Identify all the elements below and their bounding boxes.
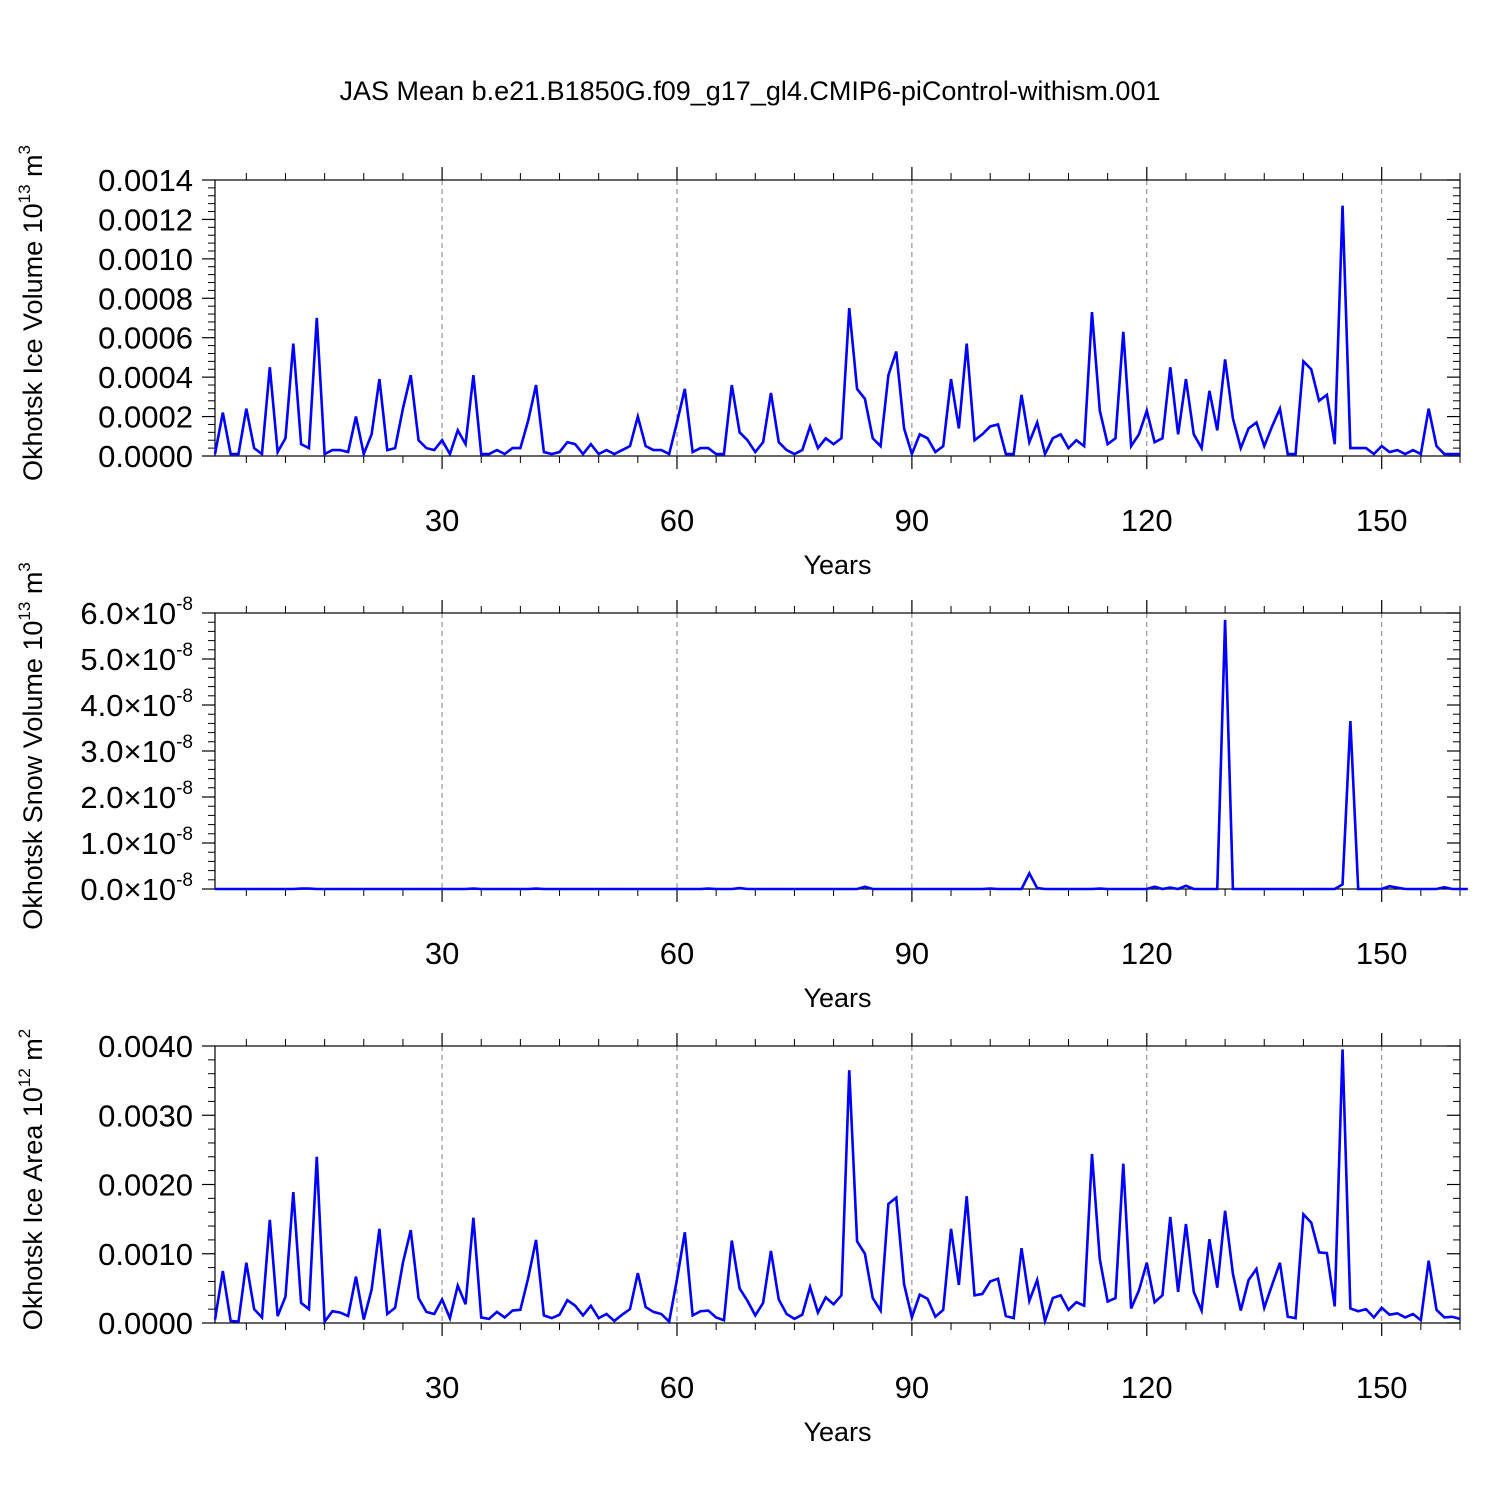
y-tick-exponent: -8 <box>176 640 193 661</box>
series-line <box>213 1049 1461 1326</box>
x-tick-label: 120 <box>1121 1370 1173 1405</box>
y-tick-label: 0.0002 <box>98 400 193 435</box>
x-tick-label: 60 <box>660 936 694 971</box>
y-tick-label: 5.0×10-8 <box>80 640 193 677</box>
y-tick-label: 2.0×10-8 <box>80 778 193 815</box>
plot-frame <box>214 612 1461 890</box>
y-tick-mantissa: 3.0 <box>80 734 123 769</box>
x-tick-label: 120 <box>1121 936 1173 971</box>
y-tick-mantissa: 0.0 <box>80 872 123 907</box>
y-tick-label: 0.0000 <box>98 439 193 474</box>
y-tick-exponent: -8 <box>176 870 193 891</box>
y-tick-label: 6.0×10-8 <box>80 594 193 631</box>
y-tick-label: 0.0006 <box>98 321 193 356</box>
y-label-text: Okhotsk Ice Area 10 <box>18 1087 48 1330</box>
panel-1: 30 60 90 120 150 0.0000 0.0002 0.0004 0.0006 0.00… <box>15 145 1461 580</box>
y-label-unit-exponent: 3 <box>15 145 34 154</box>
y-tick-label: 1.0×10-8 <box>80 824 193 861</box>
x-tick-label: 30 <box>425 503 459 538</box>
x-tick-label: 150 <box>1356 1370 1408 1405</box>
x-tick-label: 150 <box>1356 936 1408 971</box>
y-label-exponent: 13 <box>15 184 34 203</box>
y-tick-exponent: -8 <box>176 732 193 753</box>
y-label-unit-exponent: 3 <box>15 562 34 571</box>
y-axis-label: Okhotsk Snow Volume 1013 m3 <box>15 562 48 930</box>
y-tick-mantissa: 1.0 <box>80 826 123 861</box>
series-line <box>215 619 1468 891</box>
y-label-exponent: 12 <box>15 1068 34 1087</box>
y-label-unit-exponent: 2 <box>15 1029 34 1038</box>
y-tick-exponent: -8 <box>176 594 193 615</box>
y-tick-times: ×10 <box>124 688 177 723</box>
y-tick-label: 0.0014 <box>98 163 193 198</box>
y-tick-exponent: -8 <box>176 824 193 845</box>
y-tick-mantissa: 2.0 <box>80 780 123 815</box>
plot-frame <box>214 179 1461 457</box>
y-tick-label: 0.0010 <box>98 1237 193 1272</box>
y-tick-label: 4.0×10-8 <box>80 686 193 723</box>
y-tick-label: 0.0008 <box>98 281 193 316</box>
y-tick-label: 0.0012 <box>98 202 193 237</box>
y-label-text: Okhotsk Ice Volume 10 <box>18 203 48 481</box>
x-tick-label: 90 <box>895 503 929 538</box>
y-tick-label: 0.0030 <box>98 1098 193 1133</box>
y-tick-label: 0.0010 <box>98 242 193 277</box>
figure-title: JAS Mean b.e21.B1850G.f09_g17_gl4.CMIP6-… <box>339 76 1161 106</box>
y-tick-times: ×10 <box>124 596 177 631</box>
y-label-unit: m <box>18 572 48 602</box>
y-tick-mantissa: 5.0 <box>80 642 123 677</box>
y-tick-mantissa: 4.0 <box>80 688 123 723</box>
x-axis-label: Years <box>803 1417 871 1447</box>
x-tick-label: 150 <box>1356 503 1408 538</box>
x-tick-label: 30 <box>425 1370 459 1405</box>
y-axis-label: Okhotsk Ice Area 1012 m2 <box>15 1029 48 1331</box>
y-tick-times: ×10 <box>124 642 177 677</box>
y-label-exponent: 13 <box>15 602 34 621</box>
panel-2: 30 60 90 120 1500.0×10-81.0×10-82.0×10-83.0×… <box>15 562 1468 1013</box>
y-label-unit: m <box>18 1038 48 1068</box>
series-line <box>213 205 1460 459</box>
y-tick-label: 0.0×10-8 <box>80 870 193 907</box>
y-tick-times: ×10 <box>124 780 177 815</box>
x-tick-label: 60 <box>660 503 694 538</box>
y-tick-label: 0.0004 <box>98 360 193 395</box>
y-tick-label: 3.0×10-8 <box>80 732 193 769</box>
y-tick-mantissa: 6.0 <box>80 596 123 631</box>
y-axis-label: Okhotsk Ice Volume 1013 m3 <box>15 145 48 481</box>
y-tick-times: ×10 <box>124 826 177 861</box>
x-axis-label: Years <box>803 983 871 1013</box>
y-tick-times: ×10 <box>124 734 177 769</box>
y-tick-exponent: -8 <box>176 686 193 707</box>
y-tick-exponent: -8 <box>176 778 193 799</box>
y-tick-label: 0.0020 <box>98 1168 193 1203</box>
x-tick-label: 90 <box>895 1370 929 1405</box>
x-axis-label: Years <box>803 550 871 580</box>
panel-3: 30 60 90 120 150 0.0000 0.0010 0.0020 0.0030 0.00… <box>15 1029 1461 1447</box>
y-tick-label: 0.0000 <box>98 1306 193 1341</box>
y-label-unit: m <box>18 154 48 184</box>
y-label-text: Okhotsk Snow Volume 10 <box>18 621 48 930</box>
x-tick-label: 30 <box>425 936 459 971</box>
x-tick-label: 90 <box>895 936 929 971</box>
y-tick-label: 0.0040 <box>98 1029 193 1064</box>
y-tick-times: ×10 <box>124 872 177 907</box>
x-tick-label: 120 <box>1121 503 1173 538</box>
x-tick-label: 60 <box>660 1370 694 1405</box>
